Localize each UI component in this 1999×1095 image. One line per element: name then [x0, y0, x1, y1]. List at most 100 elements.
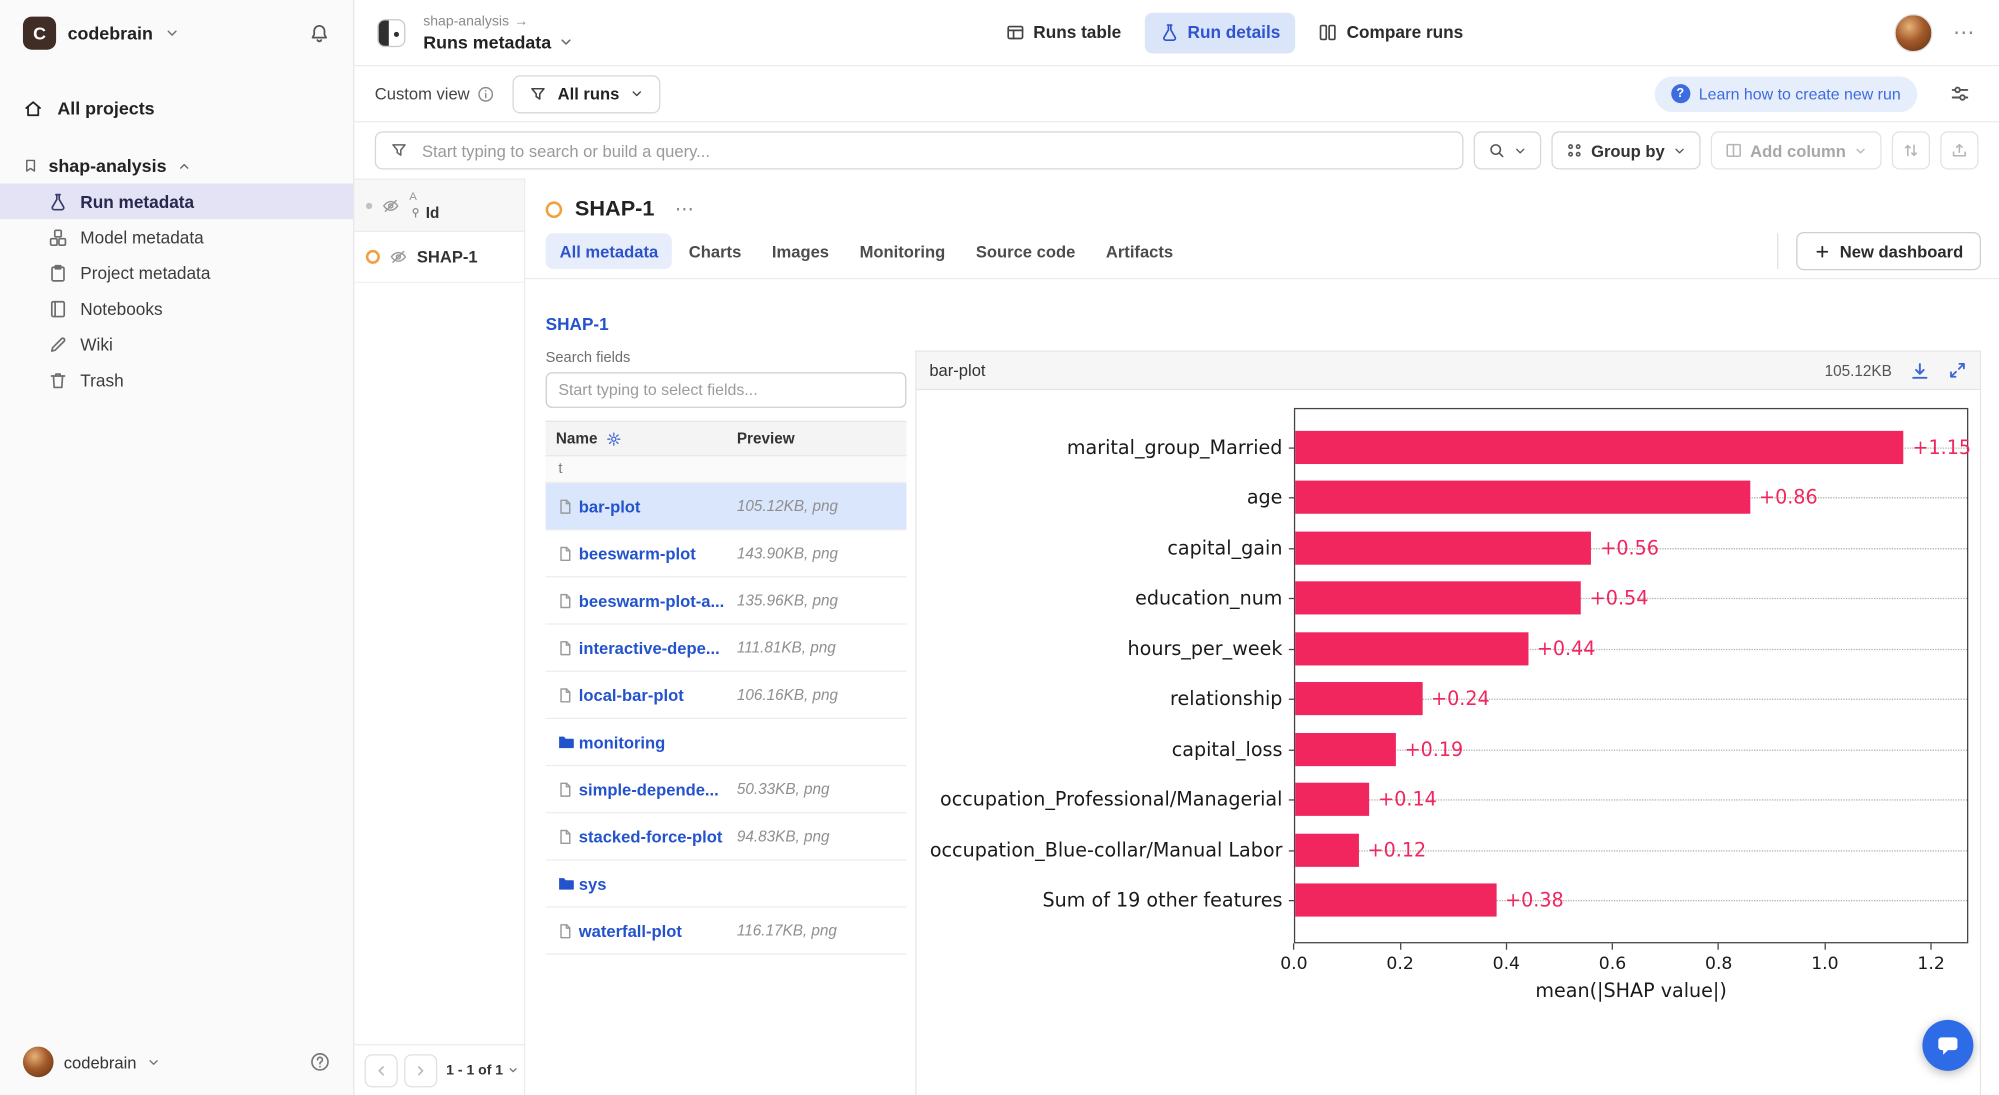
folder-row-sys[interactable]: sys [545, 860, 907, 908]
field-row-beeswarm-plot-a[interactable]: beeswarm-plot-a... 135.96KB, png [545, 577, 907, 625]
field-row-simple-depende[interactable]: simple-depende... 50.33KB, png [545, 766, 907, 814]
chat-widget-button[interactable] [1922, 1019, 1974, 1071]
chart-dotted-gridline [1295, 900, 1968, 902]
sidebar-item-label: Model metadata [80, 227, 204, 247]
run-title-bar: SHAP-1 ⋯ [525, 194, 1999, 222]
view-title-dropdown[interactable]: Runs metadata [423, 31, 574, 52]
workspace-logo[interactable]: C [22, 16, 57, 50]
preview-title: bar-plot [929, 360, 986, 380]
chart-bar-value: +0.56 [1600, 536, 1659, 560]
bell-icon[interactable] [309, 22, 331, 44]
add-column-icon [1725, 142, 1743, 160]
nav-item-runs-table[interactable]: Runs table [990, 12, 1137, 53]
sidebar-item-model-metadata[interactable]: Model metadata [0, 219, 353, 255]
user-avatar[interactable] [1894, 13, 1933, 52]
sidebar-item-notebooks[interactable]: Notebooks [0, 291, 353, 327]
run-list-item[interactable]: SHAP-1 [354, 232, 524, 284]
tab-monitoring[interactable]: Monitoring [859, 241, 946, 261]
field-preview: 94.83KB, png [736, 827, 830, 846]
top-bar: shap-analysis → Runs metadata Runs table… [354, 0, 1999, 67]
field-row-beeswarm-plot[interactable]: beeswarm-plot 143.90KB, png [545, 530, 907, 578]
view-settings-button[interactable] [1940, 75, 1978, 113]
chart-bar-value: +0.38 [1505, 888, 1564, 912]
field-row-interactive-depe[interactable]: interactive-depe... 111.81KB, png [545, 625, 907, 672]
field-row-local-bar-plot[interactable]: local-bar-plot 106.16KB, png [545, 672, 907, 719]
mode-switcher: Runs table Run details Compare runs [990, 12, 1479, 53]
tab-all-metadata[interactable]: All metadata [545, 233, 673, 269]
nav-item-run-details[interactable]: Run details [1144, 12, 1296, 53]
chart-category-label: Sum of 19 other features [1042, 888, 1283, 912]
field-row-bar-plot[interactable]: bar-plot 105.12KB, png [545, 483, 907, 531]
nav-item-label: Run details [1187, 22, 1281, 43]
sort-rows-button[interactable] [1891, 131, 1931, 170]
run-menu-icon[interactable]: ⋯ [674, 198, 696, 221]
tab-source-code[interactable]: Source code [975, 241, 1076, 261]
sidebar-item-all-projects[interactable]: All projects [0, 87, 353, 130]
view-title: Runs metadata [423, 31, 552, 52]
status-column-dot [365, 202, 373, 209]
user-avatar[interactable] [22, 1046, 54, 1078]
chevron-down-icon[interactable] [147, 1055, 161, 1069]
chart-bar-row: +0.44 [1288, 623, 1968, 673]
field-row-stacked-force-plot[interactable]: stacked-force-plot 94.83KB, png [545, 813, 907, 861]
sidebar-project-header[interactable]: shap-analysis [0, 145, 353, 183]
info-icon[interactable] [477, 85, 495, 103]
chart-xtick: 0.4 [1493, 943, 1520, 974]
gear-icon[interactable] [605, 430, 622, 447]
learn-how-link[interactable]: ? Learn how to create new run [1654, 75, 1918, 112]
preview-header: bar-plot 105.12KB [916, 351, 1980, 391]
page-info-dropdown[interactable]: 1 - 1 of 1 [446, 1063, 518, 1078]
add-column-dropdown[interactable]: Add column [1710, 131, 1882, 170]
more-menu-icon[interactable]: ⋯ [1953, 20, 1976, 45]
search-mode-dropdown[interactable] [1473, 131, 1542, 170]
chart-bar: +1.15 [1295, 430, 1971, 464]
project-name: shap-analysis [48, 155, 167, 176]
field-row-waterfall-plot[interactable]: waterfall-plot 116.17KB, png [545, 908, 907, 955]
id-column-header[interactable]: A Id [409, 189, 439, 220]
all-projects-label: All projects [57, 98, 155, 119]
folder-row-monitoring[interactable]: monitoring [545, 719, 907, 767]
sidebar-item-wiki[interactable]: Wiki [0, 326, 353, 362]
nav-item-compare-runs[interactable]: Compare runs [1303, 12, 1478, 53]
breadcrumb-project[interactable]: shap-analysis [423, 13, 509, 29]
download-icon[interactable] [1910, 360, 1930, 380]
footer-user-name[interactable]: codebrain [63, 1052, 137, 1072]
chevron-down-icon [507, 1064, 518, 1075]
runs-filter-dropdown[interactable]: All runs [513, 74, 661, 113]
tab-artifacts[interactable]: Artifacts [1105, 241, 1174, 261]
search-fields-input[interactable] [545, 372, 907, 408]
flask-icon [48, 192, 67, 211]
tab-images[interactable]: Images [771, 241, 830, 261]
chart-bar-row: +0.54 [1288, 573, 1968, 623]
column-sort-tag: A [409, 189, 417, 203]
field-preview: 135.96KB, png [736, 591, 839, 610]
run-id-label: SHAP-1 [416, 247, 478, 267]
sidebar-item-run-metadata[interactable]: Run metadata [0, 183, 354, 220]
sidebar-item-trash[interactable]: Trash [0, 362, 353, 398]
next-page-button[interactable] [404, 1053, 438, 1087]
field-preview: 111.81KB, png [736, 638, 836, 657]
eye-off-icon[interactable] [389, 247, 408, 266]
chart-bar-value: +0.54 [1589, 586, 1649, 610]
expand-icon[interactable] [1948, 361, 1967, 380]
chart-bar: +0.38 [1295, 883, 1564, 917]
run-section-link[interactable]: SHAP-1 [545, 314, 609, 334]
field-name: monitoring [578, 732, 666, 752]
workspace-name[interactable]: codebrain [67, 22, 153, 44]
sidebar-item-project-metadata[interactable]: Project metadata [0, 255, 353, 291]
clipboard-icon [48, 263, 67, 282]
export-button[interactable] [1940, 131, 1979, 170]
chart-plot-area: +1.15 +0.86 +0.56 +0.54 +0.44 +0.24 +0.19 +0.14… [1288, 407, 1971, 944]
chat-icon [1935, 1033, 1960, 1058]
chart-xtick: 0.0 [1280, 943, 1308, 974]
new-dashboard-button[interactable]: New dashboard [1796, 232, 1982, 271]
search-input[interactable] [419, 139, 1449, 162]
text-type-icon: t [558, 461, 563, 477]
group-by-dropdown[interactable]: Group by [1551, 131, 1701, 170]
help-icon[interactable] [310, 1052, 330, 1072]
prev-page-button[interactable] [364, 1053, 398, 1087]
divider [1777, 233, 1779, 269]
tab-charts[interactable]: Charts [688, 241, 742, 261]
eye-off-icon[interactable] [381, 196, 400, 215]
chevron-down-icon[interactable] [164, 25, 179, 40]
